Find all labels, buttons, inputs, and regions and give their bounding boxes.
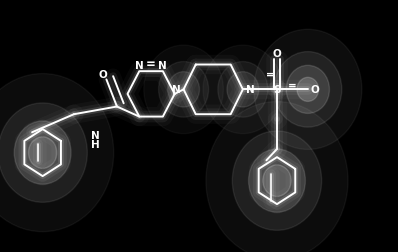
- Circle shape: [206, 102, 348, 252]
- Circle shape: [274, 52, 342, 128]
- Text: N: N: [246, 85, 255, 95]
- Circle shape: [158, 62, 209, 118]
- Circle shape: [232, 131, 322, 230]
- Circle shape: [248, 149, 305, 212]
- Circle shape: [297, 78, 319, 102]
- Circle shape: [0, 104, 87, 203]
- Text: O: O: [273, 49, 281, 59]
- Text: N: N: [172, 85, 181, 95]
- Text: O: O: [311, 85, 320, 95]
- Text: =: =: [288, 81, 297, 90]
- Text: =: =: [266, 70, 275, 80]
- Circle shape: [168, 72, 199, 108]
- Circle shape: [218, 62, 268, 118]
- Circle shape: [28, 137, 57, 169]
- Text: N: N: [91, 130, 100, 140]
- Text: O: O: [99, 70, 107, 80]
- Circle shape: [0, 74, 114, 232]
- Circle shape: [254, 30, 362, 150]
- Text: =: =: [146, 57, 156, 70]
- Circle shape: [227, 72, 259, 108]
- Text: N: N: [158, 61, 167, 71]
- Text: N: N: [135, 61, 144, 71]
- Text: S: S: [273, 85, 281, 95]
- Text: H: H: [91, 139, 100, 149]
- Circle shape: [14, 121, 71, 184]
- Circle shape: [286, 66, 330, 114]
- Circle shape: [263, 165, 291, 197]
